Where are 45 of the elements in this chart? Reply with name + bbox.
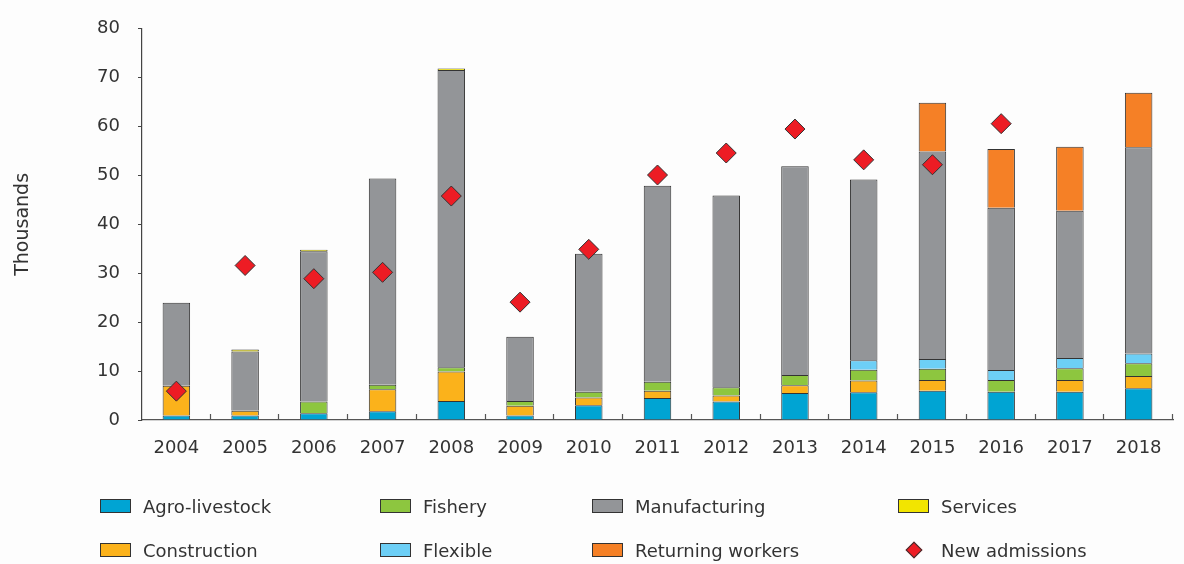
y-tick-label: 30 — [97, 260, 120, 282]
point — [990, 113, 1012, 135]
y-tick-label: 50 — [97, 163, 120, 185]
y-tick-label: 40 — [97, 212, 120, 234]
legend-label: Flexible — [423, 539, 493, 561]
x-tick-label: 2015 — [909, 436, 956, 458]
y-tick-label: 70 — [97, 65, 120, 87]
legend-label: Services — [941, 495, 1017, 517]
x-tick-label: 2008 — [428, 436, 475, 458]
point — [715, 142, 737, 164]
x-tick-label: 2011 — [634, 436, 681, 458]
point — [921, 154, 943, 176]
point — [578, 238, 600, 260]
y-tick-label: 20 — [97, 309, 120, 331]
point — [303, 268, 325, 290]
legend-label: Manufacturing — [635, 495, 766, 517]
legend-label: Fishery — [423, 495, 487, 517]
legend-label: Construction — [143, 539, 258, 561]
y-tick-label: 80 — [97, 16, 120, 38]
x-tick-label: 2006 — [290, 436, 337, 458]
y-axis-title: Thousands — [10, 172, 33, 277]
y-tick-label: 10 — [97, 358, 120, 380]
point — [234, 254, 256, 276]
x-tick-label: 2012 — [703, 436, 750, 458]
x-tick-label: 2005 — [222, 436, 269, 458]
legend-label: New admissions — [941, 539, 1087, 561]
x-tick-label: 2013 — [772, 436, 818, 458]
point — [647, 164, 668, 186]
point — [784, 118, 806, 140]
point — [509, 291, 531, 313]
y-tick-label: 60 — [97, 114, 120, 136]
point — [853, 149, 875, 171]
x-tick-label: 2010 — [565, 436, 612, 458]
legend-label: Agro-livestock — [143, 495, 272, 517]
x-tick-label: 2014 — [840, 436, 887, 458]
point — [372, 261, 394, 283]
legend-label: Returning workers — [635, 539, 800, 561]
x-tick-label: 2018 — [1115, 436, 1162, 458]
point — [440, 185, 462, 207]
x-tick-label: 2007 — [359, 436, 406, 458]
x-tick-label: 2004 — [153, 436, 200, 458]
x-tick-label: 2016 — [978, 436, 1025, 458]
y-tick-label: 0 — [108, 407, 120, 429]
x-tick-label: 2017 — [1046, 436, 1093, 458]
x-tick-label: 2009 — [497, 436, 543, 458]
